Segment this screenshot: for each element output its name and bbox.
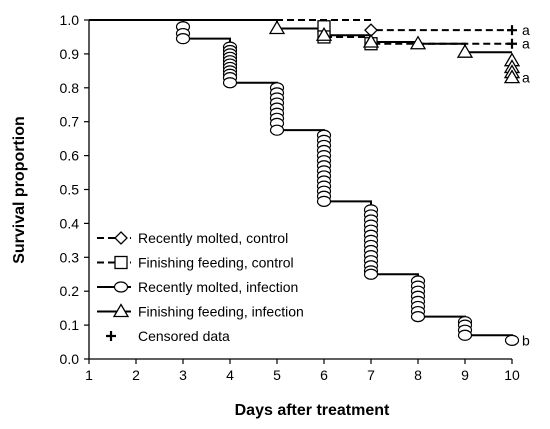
series-3-marker-23 [269, 124, 285, 136]
y-tick-label-0.2: 0.2 [60, 283, 80, 299]
legend-marker-3 [113, 281, 129, 293]
x-tick-label-7: 7 [367, 367, 375, 383]
x-axis-title: Days after treatment [235, 402, 390, 419]
legend-label-2: Finishing feeding, control [138, 255, 294, 271]
y-tick-label-0.3: 0.3 [60, 249, 80, 265]
y-tick-label-0.5: 0.5 [60, 182, 80, 198]
series-1-annotation: a [522, 22, 530, 38]
series-3-marker-51 [363, 268, 379, 280]
series-3-marker-14 [222, 77, 238, 89]
legend-item-5: Censored data [106, 328, 230, 344]
series-3-marker-63 [457, 329, 473, 341]
series-3-marker-3 [175, 33, 191, 45]
series-1-censored-mark [507, 25, 517, 36]
y-tick-label-1.0: 1.0 [60, 12, 80, 28]
series-2-annotation: a [522, 36, 530, 52]
legend-marker-5 [106, 331, 116, 341]
legend-marker-1 [114, 231, 128, 245]
x-tick-label-10: 10 [504, 367, 520, 383]
y-tick-label-0.0: 0.0 [60, 351, 80, 367]
series-3-marker-37 [316, 195, 332, 207]
series-4-annotation: a [522, 70, 530, 86]
series-3-marker-59 [410, 311, 426, 323]
y-tick-label-0.1: 0.1 [60, 317, 80, 333]
series-4-marker-2 [315, 26, 333, 41]
x-tick-label-3: 3 [179, 367, 187, 383]
x-tick-label-9: 9 [461, 367, 469, 383]
legend-item-4: Finishing feeding, infection [97, 303, 304, 320]
series-4-marker-4 [409, 35, 427, 50]
x-tick-label-4: 4 [226, 367, 234, 383]
legend: Recently molted, control Finishing feedin… [97, 230, 304, 344]
series-2-censored-mark [507, 38, 517, 49]
x-tick-label-5: 5 [273, 367, 281, 383]
y-tick-label-0.6: 0.6 [60, 148, 80, 164]
legend-marker-4 [112, 303, 130, 318]
x-tick-label-2: 2 [132, 367, 140, 383]
series-4-marker-9 [503, 69, 521, 84]
series-4-marker-3 [362, 33, 380, 48]
x-tick-label-1: 1 [85, 367, 93, 383]
series-line-2 [89, 19, 512, 45]
legend-item-2: Finishing feeding, control [97, 255, 294, 271]
legend-label-1: Recently molted, control [138, 230, 288, 246]
y-tick-label-0.4: 0.4 [60, 215, 80, 231]
legend-item-1: Recently molted, control [97, 230, 288, 246]
series-line-4 [89, 19, 512, 54]
x-tick-label-8: 8 [414, 367, 422, 383]
legend-label-3: Recently molted, infection [138, 279, 298, 295]
series-3-marker-64 [504, 334, 520, 346]
series-3-annotation: b [522, 332, 530, 348]
legend-marker-2 [114, 255, 128, 270]
series-4-marker-1 [268, 20, 286, 35]
y-tick-label-0.9: 0.9 [60, 46, 80, 62]
x-tick-label-6: 6 [320, 367, 328, 383]
y-tick-label-0.8: 0.8 [60, 80, 80, 96]
series-4-marker-5 [456, 43, 474, 58]
y-tick-label-0.7: 0.7 [60, 114, 80, 130]
legend-item-3: Recently molted, infection [97, 279, 298, 295]
y-axis-title: Survival proportion [11, 116, 28, 264]
legend-label-4: Finishing feeding, infection [138, 304, 304, 320]
legend-label-5: Censored data [138, 328, 230, 344]
